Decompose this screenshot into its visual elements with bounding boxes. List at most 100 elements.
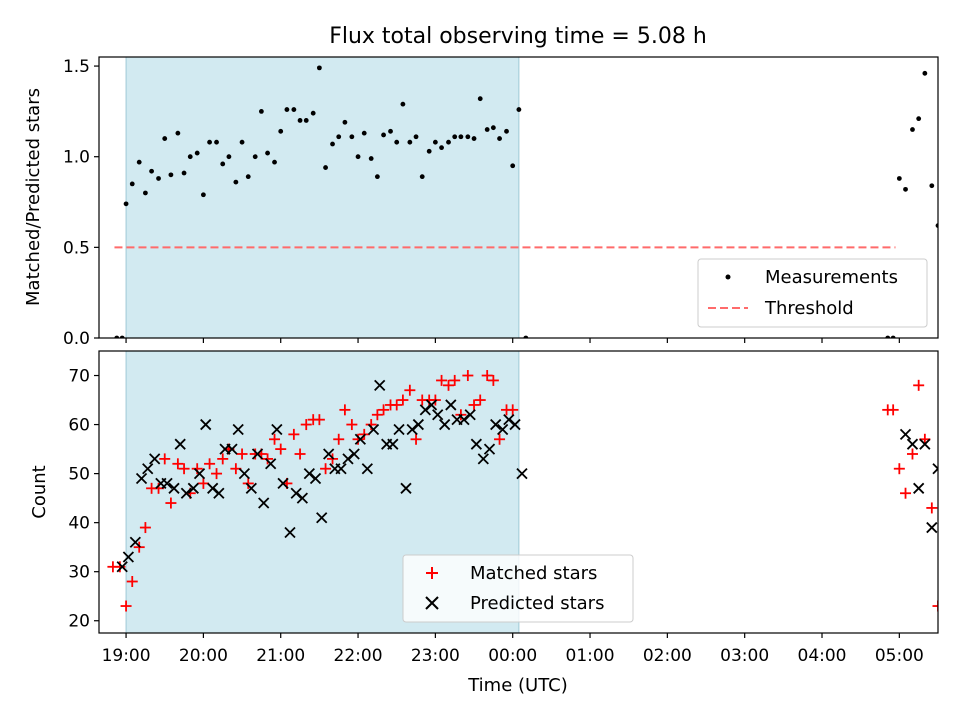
measurement-point <box>419 174 425 180</box>
x-tick-label: 02:00 <box>643 646 692 666</box>
matched-star-point <box>449 374 461 386</box>
predicted-star-point <box>226 443 238 455</box>
predicted-star-point <box>464 409 476 421</box>
x-tick-label: 22:00 <box>334 646 383 666</box>
predicted-star-point <box>277 477 289 490</box>
bottom-y-axis-label: Count <box>29 465 50 518</box>
predicted-star-point <box>483 443 496 455</box>
measurement-point <box>381 132 386 138</box>
matched-star-point <box>211 468 223 480</box>
matched-star-point <box>204 458 216 470</box>
top-y-axis-label: Matched/Predicted stars <box>23 88 44 306</box>
matched-star-point <box>887 404 899 416</box>
matched-star-point <box>378 404 390 416</box>
predicted-star-point <box>348 448 360 460</box>
measurement-point <box>272 159 277 165</box>
bottom-x-ticks: 19:00 20:00 21:00 22:00 23:00 00:00 01:00 02:00… <box>102 633 924 666</box>
measurement-point <box>175 130 181 136</box>
predicted-star-point <box>913 482 925 494</box>
predicted-star-point <box>161 477 173 490</box>
predicted-star-point <box>445 399 457 411</box>
predicted-star-point <box>174 438 186 450</box>
bottom-panel: 20 30 40 50 60 70 19:00 20:00 21:00 22:00 23:00 00… <box>29 350 939 696</box>
matched-star-point <box>269 433 281 445</box>
measurement-point <box>181 170 187 176</box>
x-tick-label: 20:00 <box>179 646 228 666</box>
x-axis-label: Time (UTC) <box>467 675 568 696</box>
predicted-star-point <box>367 423 380 436</box>
measurement-point <box>187 154 193 160</box>
predicted-star-point <box>232 423 244 436</box>
y-tick-label: 60 <box>68 416 90 436</box>
matched-star-point <box>487 374 499 386</box>
measurement-point <box>200 192 206 198</box>
count-points <box>107 370 938 612</box>
predicted-star-point <box>296 492 309 504</box>
predicted-star-point <box>439 418 451 431</box>
top-y-ticks: 0.0 0.5 1.0 1.5 <box>63 57 99 349</box>
measurement-point <box>490 125 496 131</box>
predicted-star-point <box>323 448 335 460</box>
measurement-point <box>233 179 239 185</box>
matched-star-point <box>926 502 938 514</box>
matched-star-point <box>507 404 519 416</box>
shaded-span <box>125 57 520 338</box>
predicted-star-point <box>335 463 347 475</box>
measurement-point <box>916 116 922 122</box>
predicted-star-point <box>303 467 315 480</box>
predicted-star-point <box>142 463 154 475</box>
measurement-point <box>484 127 490 132</box>
predicted-star-point <box>238 467 251 480</box>
measurement-point <box>400 101 406 107</box>
measurement-point <box>477 96 483 102</box>
predicted-star-point <box>509 418 521 431</box>
legend-matched-marker <box>426 567 438 579</box>
predicted-star-point <box>458 414 470 426</box>
measurement-point <box>220 161 226 167</box>
predicted-star-point <box>497 423 509 436</box>
matched-star-point <box>294 448 306 460</box>
y-tick-label: 1.5 <box>63 57 90 77</box>
predicted-star-point <box>251 448 264 460</box>
measurement-point <box>265 150 270 156</box>
x-tick-label: 00:00 <box>488 646 537 666</box>
predicted-star-point <box>207 482 219 494</box>
y-tick-label: 30 <box>68 563 90 583</box>
predicted-star-point <box>906 438 919 450</box>
measurement-point <box>278 128 284 134</box>
measurement-point <box>129 181 135 187</box>
x-tick-label: 19:00 <box>102 646 151 666</box>
measurement-point <box>194 150 200 156</box>
measurement-point <box>336 134 342 140</box>
predicted-star-point <box>187 482 199 494</box>
matched-star-point <box>397 394 409 406</box>
predicted-star-point <box>926 521 938 534</box>
matched-star-point <box>371 409 383 421</box>
matched-star-point <box>443 379 455 391</box>
measurement-point <box>896 176 902 181</box>
measurement-point <box>413 134 419 140</box>
top-legend-box <box>697 258 928 328</box>
predicted-star-point <box>245 482 257 494</box>
measurement-point <box>903 186 908 192</box>
legend-matched-label: Matched stars <box>470 563 597 584</box>
matched-star-point <box>217 453 229 465</box>
matched-star-point <box>139 522 151 534</box>
matched-star-point <box>462 370 474 382</box>
top-axes-frame <box>98 56 939 339</box>
y-tick-label: 70 <box>68 367 90 387</box>
measurement-point <box>239 139 245 145</box>
measurement-point <box>149 168 154 174</box>
measurement-point <box>303 118 309 123</box>
measurement-point <box>310 110 316 116</box>
predicted-star-point <box>387 438 399 450</box>
measurement-point <box>471 136 477 141</box>
measurement-point <box>504 128 509 134</box>
predicted-star-point <box>406 423 418 436</box>
predicted-star-point <box>932 463 938 475</box>
predicted-star-point <box>477 453 489 465</box>
legend-measurements-marker <box>725 274 731 280</box>
predicted-star-point <box>116 561 128 573</box>
predicted-star-point <box>290 487 302 499</box>
